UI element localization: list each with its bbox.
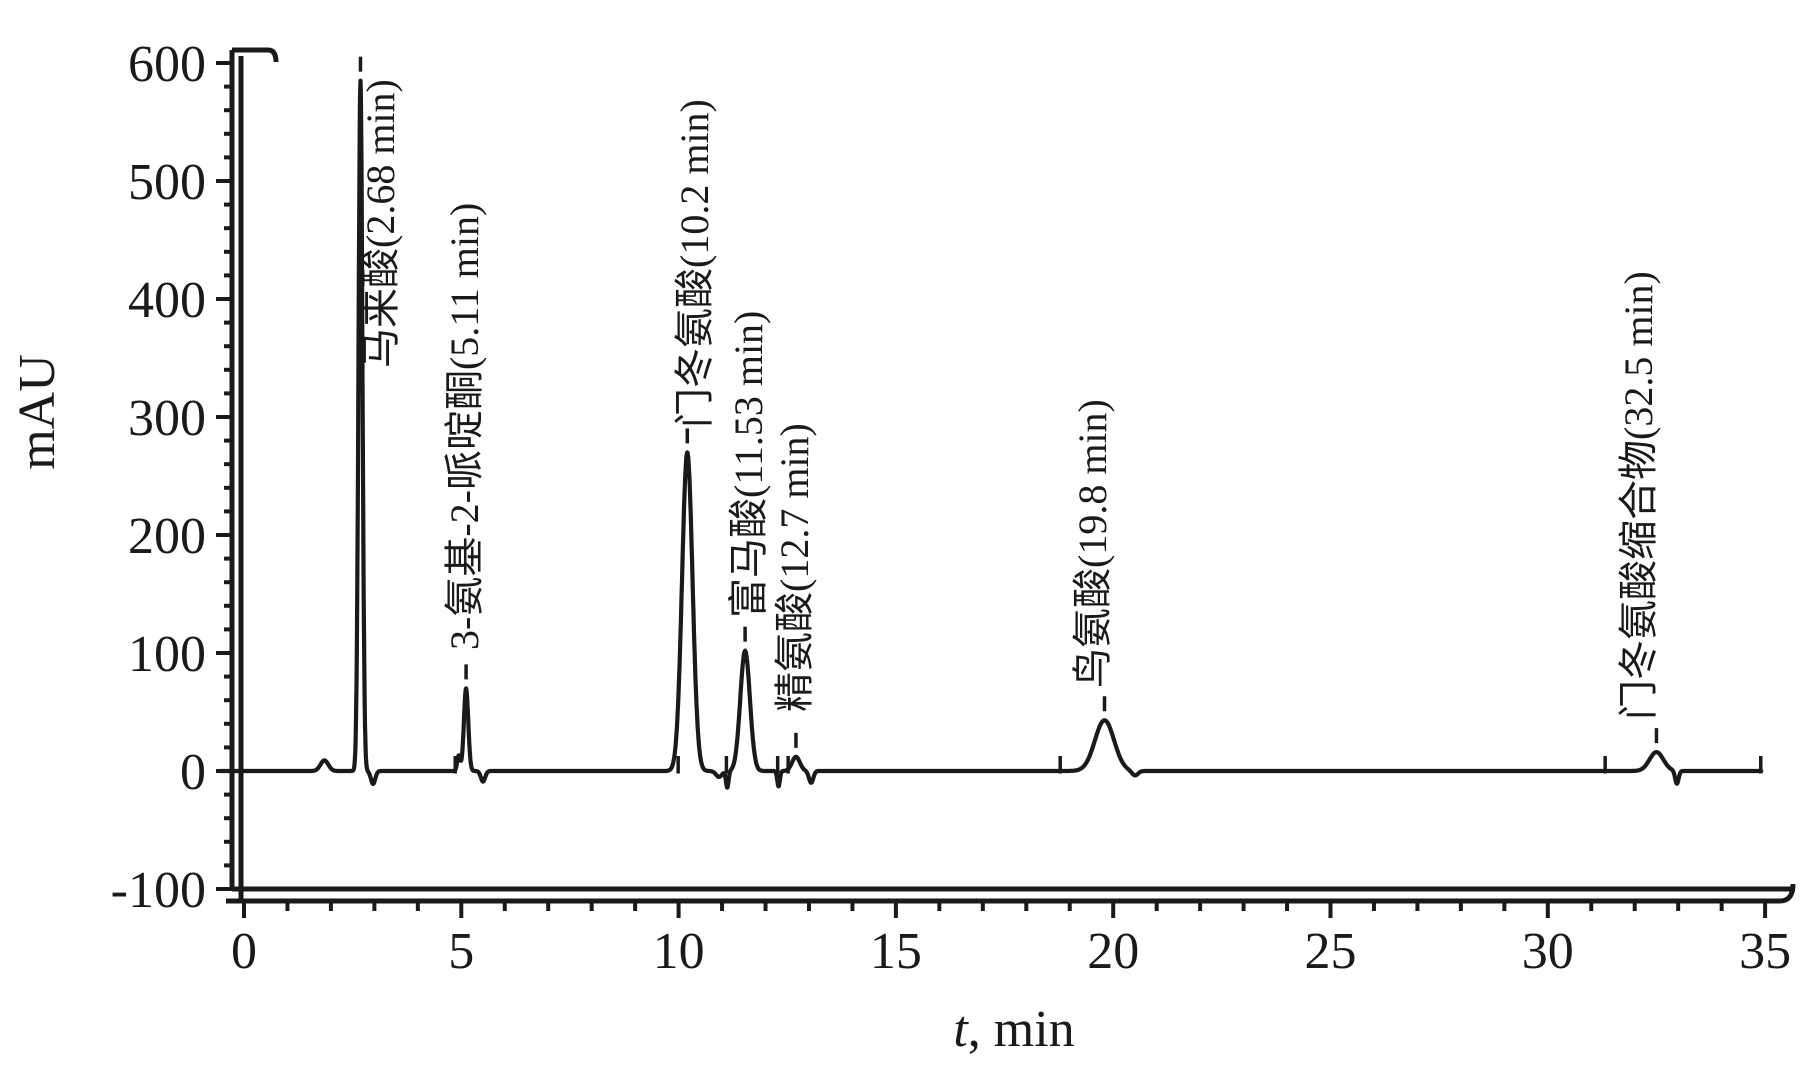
peak-label: 精氨酸(12.7 min) — [772, 423, 817, 712]
x-tick-label: 5 — [448, 923, 474, 980]
y-tick-label: 400 — [128, 272, 206, 329]
x-axis-line — [226, 883, 1796, 904]
x-tick-label: 15 — [870, 923, 922, 980]
y-tick-label: 200 — [128, 508, 206, 565]
y-axis-title: mAU — [9, 354, 66, 470]
y-axis-top-cap — [232, 47, 279, 63]
peak-label: 门冬氨酸(10.2 min) — [672, 99, 717, 428]
chromatogram-trace — [218, 78, 1764, 790]
x-tick-label: 0 — [231, 923, 257, 980]
x-tick-label: 30 — [1522, 923, 1574, 980]
x-tick-label: 10 — [653, 923, 705, 980]
peak-label: 鸟氨酸(19.8 min) — [1070, 399, 1115, 688]
x-axis-title: t, min — [953, 1001, 1074, 1058]
x-tick-label: 25 — [1305, 923, 1357, 980]
peak-label: 3-氨基-2-哌啶酮(5.11 min) — [442, 203, 487, 650]
y-tick-label: 100 — [128, 626, 206, 683]
y-tick-label: -100 — [111, 862, 206, 919]
y-tick-label: 300 — [128, 390, 206, 447]
y-tick-label: 500 — [128, 154, 206, 211]
y-tick-label: 600 — [128, 36, 206, 93]
peak-label: 门冬氨酸缩合物(32.5 min) — [1616, 271, 1661, 720]
x-tick-label: 35 — [1739, 923, 1791, 980]
peak-label: 马来酸(2.68 min) — [358, 79, 403, 368]
peak-label: 富马酸(11.53 min) — [726, 311, 771, 618]
y-tick-label: 0 — [180, 744, 206, 801]
x-tick-label: 20 — [1087, 923, 1139, 980]
